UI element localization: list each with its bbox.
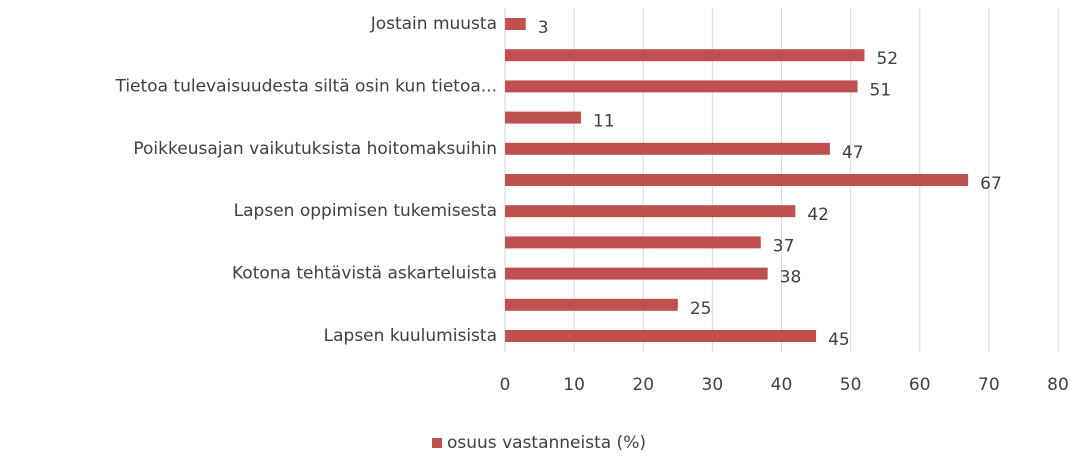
y-tick-label: Tietoa tulevaisuudesta siltä osin kun ti… bbox=[114, 76, 497, 96]
legend-label: osuus vastanneista (%) bbox=[447, 433, 646, 453]
bar bbox=[505, 111, 582, 124]
bar bbox=[505, 49, 865, 62]
x-tick-label: 50 bbox=[840, 375, 862, 395]
data-label: 42 bbox=[807, 205, 829, 225]
data-label: 25 bbox=[690, 299, 712, 319]
bar bbox=[505, 80, 858, 93]
x-tick-label: 30 bbox=[702, 375, 724, 395]
data-label: 11 bbox=[593, 112, 615, 132]
bar bbox=[505, 174, 969, 186]
x-tick-label: 70 bbox=[978, 375, 1000, 395]
x-tick-label: 60 bbox=[909, 375, 931, 395]
bar bbox=[505, 236, 761, 249]
bar bbox=[505, 18, 526, 30]
bar bbox=[505, 330, 817, 342]
x-tick-label: 0 bbox=[500, 375, 511, 395]
bar bbox=[505, 142, 830, 155]
x-tick-label: 10 bbox=[563, 375, 585, 395]
x-tick-label: 20 bbox=[632, 375, 654, 395]
legend-swatch bbox=[432, 438, 442, 448]
data-label: 37 bbox=[773, 236, 795, 256]
data-label: 38 bbox=[780, 268, 802, 288]
bar bbox=[505, 205, 796, 218]
y-tick-label: Lapsen kuulumisista bbox=[324, 326, 497, 346]
data-label: 45 bbox=[828, 330, 850, 350]
x-tick-label: 80 bbox=[1047, 375, 1069, 395]
y-tick-label: Lapsen oppimisen tukemisesta bbox=[234, 201, 497, 221]
y-tick-label: Kotona tehtävistä askarteluista bbox=[232, 264, 497, 284]
bar bbox=[505, 298, 678, 311]
data-label: 67 bbox=[980, 174, 1002, 194]
data-label: 3 bbox=[538, 18, 549, 38]
data-label: 51 bbox=[870, 80, 892, 100]
y-tick-label: Poikkeusajan vaikutuksista hoitomaksuihi… bbox=[133, 139, 497, 159]
y-tick-label: Jostain muusta bbox=[370, 14, 497, 34]
bar bbox=[505, 267, 768, 280]
data-label: 47 bbox=[842, 143, 864, 163]
data-label: 52 bbox=[876, 49, 898, 69]
x-tick-label: 40 bbox=[771, 375, 793, 395]
